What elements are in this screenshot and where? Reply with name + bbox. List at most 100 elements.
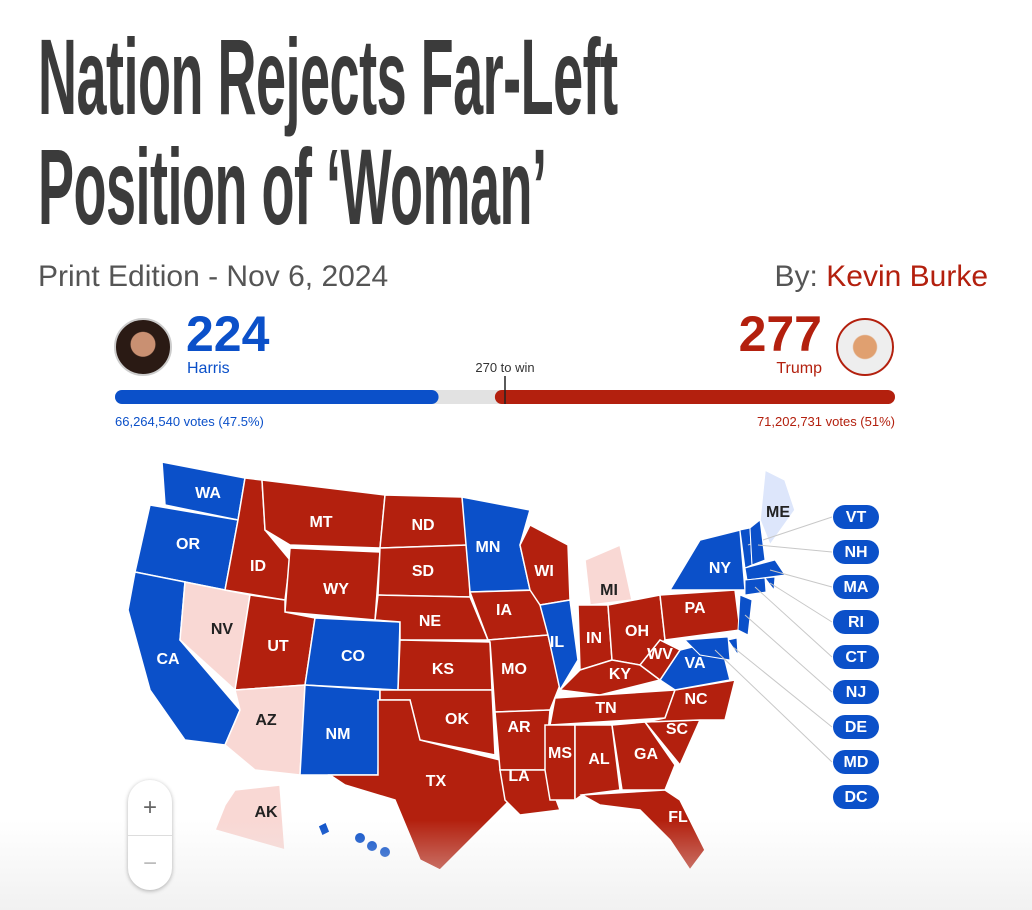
author[interactable]: Kevin Burke <box>826 260 988 293</box>
state-label: AR <box>507 719 531 736</box>
state-label: OH <box>625 623 649 640</box>
state-label: KY <box>609 666 632 683</box>
state-label: MS <box>548 745 572 762</box>
state-label: AL <box>588 751 610 768</box>
state-label: NJ <box>846 684 866 701</box>
callout-line <box>714 649 833 763</box>
callout-line <box>769 582 833 623</box>
callout-line <box>732 646 833 728</box>
state-label: LA <box>508 768 530 785</box>
state-label: OK <box>445 711 469 728</box>
callout-line <box>754 586 833 658</box>
state-label: MT <box>309 514 332 531</box>
state-pill <box>833 715 879 739</box>
state-label: IA <box>496 602 512 619</box>
state-label: TX <box>426 773 447 790</box>
seat-bar <box>494 390 895 404</box>
state-label: DE <box>845 719 868 736</box>
vote-total: 71,202,731 votes (51%) <box>756 414 895 429</box>
state-label: WI <box>534 563 554 580</box>
state-shape <box>224 684 306 776</box>
state-shape <box>668 529 746 591</box>
state-label: MD <box>844 754 869 771</box>
state-shape <box>544 724 576 801</box>
state-pill <box>833 575 879 599</box>
callout-line <box>769 569 833 588</box>
state-shape <box>744 577 767 596</box>
trump-photo <box>836 318 894 376</box>
headline: Position of ‘Woman’ <box>38 126 547 247</box>
state-shape <box>744 559 786 581</box>
state-label: NY <box>709 560 732 577</box>
byline: By: Kevin Burke <box>775 260 988 294</box>
zoom-in[interactable]: + <box>128 780 172 836</box>
state-shape <box>611 721 676 791</box>
state-label: CT <box>845 649 867 666</box>
state-label: RI <box>848 614 864 631</box>
state-label: VT <box>846 509 867 526</box>
state-label: IN <box>586 630 602 647</box>
state-label: MO <box>501 661 527 678</box>
state-pill <box>833 645 879 669</box>
state-pill <box>833 505 879 529</box>
harris-photo <box>114 318 172 376</box>
state-label: CO <box>341 648 365 665</box>
state-label: WY <box>323 581 349 598</box>
state-shape <box>261 479 386 549</box>
state-label: AK <box>254 804 278 821</box>
state-label: UT <box>267 638 289 655</box>
state-label: IL <box>550 634 564 651</box>
callout-line <box>744 614 833 693</box>
state-label: ME <box>766 504 790 521</box>
byline-prefix: By: <box>774 260 818 293</box>
state-label: CA <box>156 651 180 668</box>
state-label: SD <box>412 563 434 580</box>
candidate-name: Trump <box>776 360 822 377</box>
zoom-out[interactable]: − <box>142 850 157 877</box>
edition: Print Edition - Nov 6, 2024 <box>38 260 389 293</box>
state-label: ID <box>250 558 266 575</box>
state-label: AZ <box>255 712 277 729</box>
seat-count: 224 <box>186 306 270 362</box>
state-shape <box>499 769 562 816</box>
state-label: KS <box>432 661 455 678</box>
state-label: WV <box>647 646 673 663</box>
state-shape <box>638 639 682 682</box>
zoom-control: + − <box>128 780 172 890</box>
state-shape <box>749 519 766 566</box>
state-label: VA <box>684 655 705 672</box>
state-label: TN <box>595 700 616 717</box>
state-label: NC <box>684 691 708 708</box>
candidate-name: Harris <box>187 360 230 377</box>
state-label: SC <box>666 721 689 738</box>
state-pill <box>833 750 879 774</box>
state-pill <box>833 610 879 634</box>
state-label: PA <box>684 600 705 617</box>
seat-bar <box>115 390 439 404</box>
state-shape <box>574 724 621 802</box>
state-label: NV <box>211 621 234 638</box>
callout-line <box>757 544 833 553</box>
headline: Nation Rejects Far-Left <box>38 16 618 137</box>
fade <box>0 820 1032 910</box>
state-pill <box>833 540 879 564</box>
state-label: NH <box>844 544 867 561</box>
state-label: NM <box>326 726 351 743</box>
state-label: DC <box>844 789 868 806</box>
vote-total: 66,264,540 votes (47.5%) <box>115 414 264 429</box>
state-label: NE <box>419 613 442 630</box>
state-label: MA <box>844 579 869 596</box>
to-win-label: 270 to win <box>475 360 535 375</box>
state-label: GA <box>634 746 658 763</box>
state-label: MN <box>476 539 501 556</box>
seat-count: 277 <box>738 306 822 362</box>
state-shape <box>539 599 579 693</box>
state-label: MI <box>600 582 618 599</box>
state-pill <box>833 680 879 704</box>
state-shape <box>759 468 796 547</box>
state-label: ND <box>411 517 434 534</box>
state-label: WA <box>195 485 221 502</box>
